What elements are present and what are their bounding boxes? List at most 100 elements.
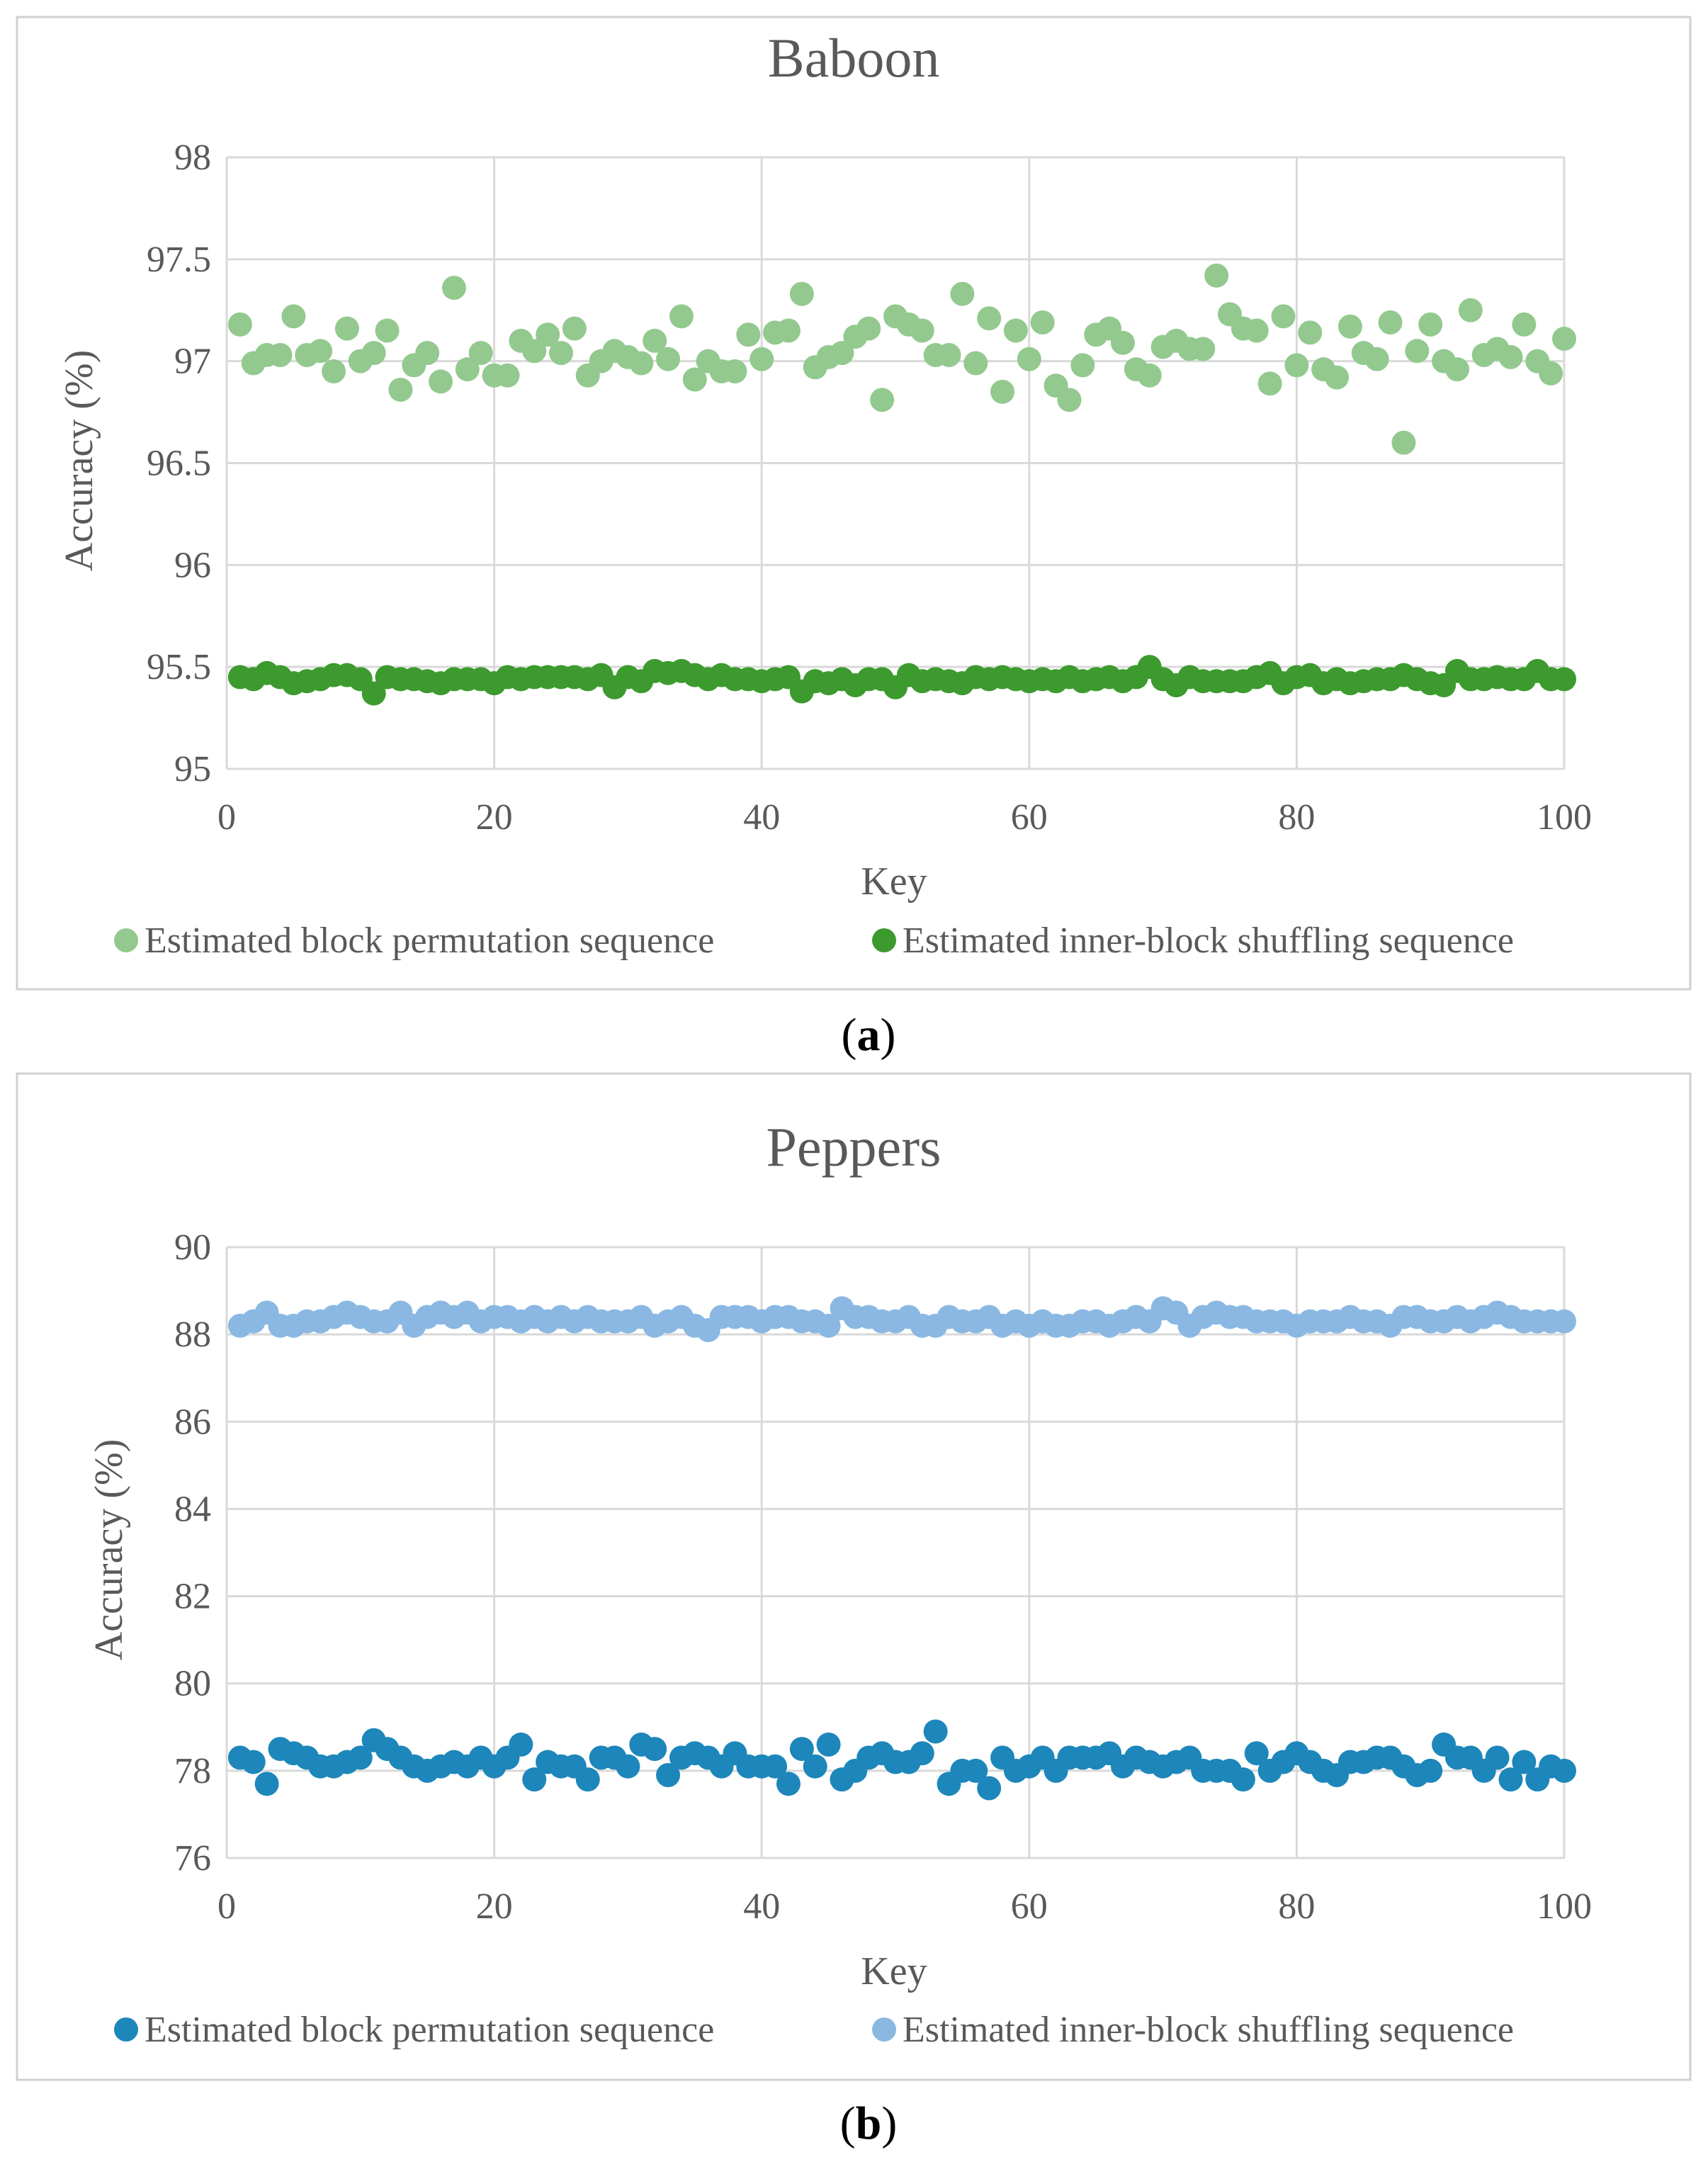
baboon-y-tick-label: 96	[174, 545, 211, 585]
baboon-data-point	[963, 351, 988, 376]
baboon-data-point	[1070, 353, 1095, 378]
baboon-chart-frame	[16, 16, 1692, 991]
baboon-data-point	[361, 681, 386, 706]
baboon-data-point	[536, 322, 560, 347]
baboon-data-point	[856, 316, 881, 341]
baboon-data-point	[1391, 430, 1416, 455]
peppers-x-tick-label: 0	[217, 1886, 236, 1927]
baboon-data-point	[429, 369, 453, 394]
baboon-y-tick-labels: 95 95.5 96 96.5 97 97.5 98	[147, 137, 211, 789]
baboon-data-point	[1552, 327, 1576, 351]
baboon-data-point	[1057, 388, 1082, 412]
baboon-data-point	[910, 318, 934, 343]
peppers-data-point	[789, 1737, 814, 1762]
baboon-y-axis-label: Accuracy (%)	[57, 350, 101, 571]
baboon-data-point	[789, 281, 814, 306]
peppers-data-point	[241, 1750, 266, 1774]
baboon-data-point	[308, 339, 333, 364]
baboon-x-axis-label: Key	[861, 860, 927, 903]
baboon-y-tick-label: 95.5	[147, 647, 211, 687]
baboon-y-tick-label: 96.5	[147, 444, 211, 484]
baboon-data-point	[1191, 337, 1216, 361]
baboon-data-point	[1458, 298, 1483, 322]
baboon-data-point	[1204, 263, 1229, 288]
peppers-data-point	[1231, 1767, 1255, 1792]
peppers-data-point	[923, 1719, 948, 1744]
panel-label-b: (b)	[840, 2098, 898, 2149]
peppers-x-tick-label: 40	[743, 1886, 780, 1927]
baboon-data-point	[1244, 318, 1269, 343]
baboon-chart: Baboon 95 95.5 96 96.5 97 97.5 98 0 20 40 60 80 100…	[16, 16, 1692, 991]
peppers-y-tick-label: 76	[174, 1838, 211, 1879]
peppers-data-point	[575, 1767, 600, 1792]
baboon-data-point	[776, 318, 801, 343]
baboon-data-point	[468, 341, 493, 366]
baboon-x-tick-labels: 0 20 40 60 80 100	[217, 797, 1592, 838]
baboon-data-point	[750, 347, 774, 371]
baboon-x-tick-label: 80	[1278, 797, 1315, 838]
baboon-legend-label-block-permutation: Estimated block permutation sequence	[145, 920, 714, 961]
baboon-data-point	[1337, 314, 1362, 339]
baboon-data-point	[1030, 310, 1055, 335]
baboon-data-point	[629, 351, 654, 376]
peppers-data-point	[816, 1732, 841, 1757]
peppers-series-inner-block	[227, 1296, 1576, 1342]
panel-label-a: (a)	[842, 1009, 896, 1061]
peppers-legend-label-block-permutation: Estimated block permutation sequence	[145, 2010, 714, 2050]
baboon-data-point	[1298, 320, 1323, 345]
baboon-data-point	[736, 322, 761, 347]
baboon-x-tick-label: 40	[743, 797, 780, 838]
peppers-data-point	[776, 1772, 801, 1796]
baboon-data-point	[977, 306, 1002, 331]
baboon-legend-marker-inner-block	[872, 928, 896, 952]
baboon-data-point	[1539, 361, 1563, 385]
baboon-legend-label-inner-block: Estimated inner-block shuffling sequence	[903, 920, 1514, 961]
peppers-data-point	[522, 1767, 547, 1792]
peppers-data-points	[227, 1296, 1576, 1801]
baboon-x-tick-label: 0	[217, 797, 236, 838]
baboon-x-tick-label: 60	[1011, 797, 1048, 838]
baboon-data-point	[1003, 318, 1028, 343]
baboon-data-point	[1498, 344, 1523, 369]
peppers-data-point	[616, 1754, 640, 1779]
baboon-series-block-permutation	[227, 263, 1576, 455]
peppers-data-point	[1244, 1741, 1269, 1766]
baboon-data-points	[227, 263, 1576, 706]
peppers-y-tick-label: 90	[174, 1227, 211, 1268]
peppers-data-point	[348, 1745, 373, 1770]
baboon-data-point	[656, 347, 681, 371]
baboon-y-tick-label: 97.5	[147, 240, 211, 280]
peppers-x-tick-label: 60	[1011, 1886, 1048, 1927]
peppers-data-point	[816, 1313, 841, 1338]
peppers-y-tick-label: 84	[174, 1489, 211, 1529]
baboon-data-point	[1364, 347, 1389, 371]
peppers-y-tick-label: 86	[174, 1402, 211, 1442]
baboon-data-point	[322, 359, 346, 384]
baboon-legend-marker-block-permutation	[114, 928, 138, 952]
peppers-y-tick-label: 88	[174, 1314, 211, 1355]
peppers-data-point	[1498, 1767, 1523, 1792]
peppers-legend-label-inner-block: Estimated inner-block shuffling sequence	[903, 2010, 1514, 2050]
baboon-data-point	[937, 343, 961, 368]
baboon-data-point	[1137, 363, 1162, 388]
baboon-data-point	[522, 339, 547, 364]
baboon-x-tick-label: 20	[476, 797, 513, 838]
peppers-x-tick-labels: 0 20 40 60 80 100	[217, 1886, 1592, 1927]
baboon-x-tick-label: 100	[1537, 797, 1592, 838]
baboon-data-point	[375, 318, 400, 343]
baboon-data-point	[1444, 357, 1469, 382]
baboon-data-point	[361, 341, 386, 366]
baboon-data-point	[990, 379, 1015, 404]
peppers-legend-marker-block-permutation	[114, 2017, 138, 2042]
peppers-data-point	[977, 1776, 1002, 1801]
peppers-data-point	[1552, 1758, 1576, 1783]
peppers-chart-title: Peppers	[767, 1116, 941, 1178]
baboon-y-tick-label: 98	[174, 137, 211, 178]
peppers-x-axis-label: Key	[861, 1949, 927, 1993]
peppers-data-point	[910, 1741, 934, 1766]
baboon-data-point	[669, 304, 694, 329]
peppers-series-block-permutation	[227, 1719, 1576, 1801]
peppers-y-tick-label: 82	[174, 1577, 211, 1617]
baboon-chart-title: Baboon	[768, 27, 940, 89]
